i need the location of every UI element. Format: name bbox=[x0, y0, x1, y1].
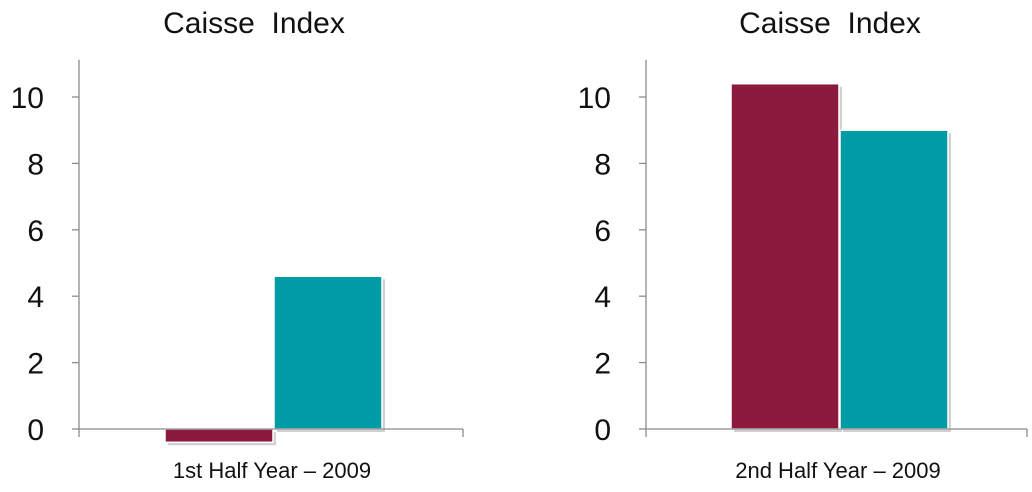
y-tick-label: 6 bbox=[594, 215, 611, 248]
bar bbox=[730, 82, 840, 430]
y-tick-label: 8 bbox=[27, 148, 44, 181]
y-tick-label: 8 bbox=[594, 148, 611, 181]
x-category-label: 2nd Half Year – 2009 bbox=[735, 458, 941, 483]
chart-title: Caisse Index bbox=[163, 7, 345, 40]
y-tick-label: 0 bbox=[594, 414, 611, 447]
y-tick-label: 2 bbox=[27, 348, 44, 381]
y-tick-label: 4 bbox=[27, 281, 44, 314]
y-tick-label: 2 bbox=[594, 348, 611, 381]
bar bbox=[273, 275, 383, 430]
chart-right: Caisse Index 0 2 4 6 8 10 2nd Half Year – 2009 bbox=[578, 7, 1028, 483]
y-tick-label: 6 bbox=[27, 215, 44, 248]
y-tick-label: 4 bbox=[594, 281, 611, 314]
chart-title: Caisse Index bbox=[739, 7, 921, 40]
bar bbox=[164, 428, 274, 444]
bar bbox=[839, 129, 949, 430]
y-tick-label: 0 bbox=[27, 414, 44, 447]
y-tick-label: 10 bbox=[11, 82, 44, 115]
chart-left: Caisse Index 0 2 4 6 8 10 1st Half Year – 2009 bbox=[11, 7, 464, 483]
y-tick-label: 10 bbox=[578, 82, 611, 115]
x-category-label: 1st Half Year – 2009 bbox=[173, 458, 371, 483]
